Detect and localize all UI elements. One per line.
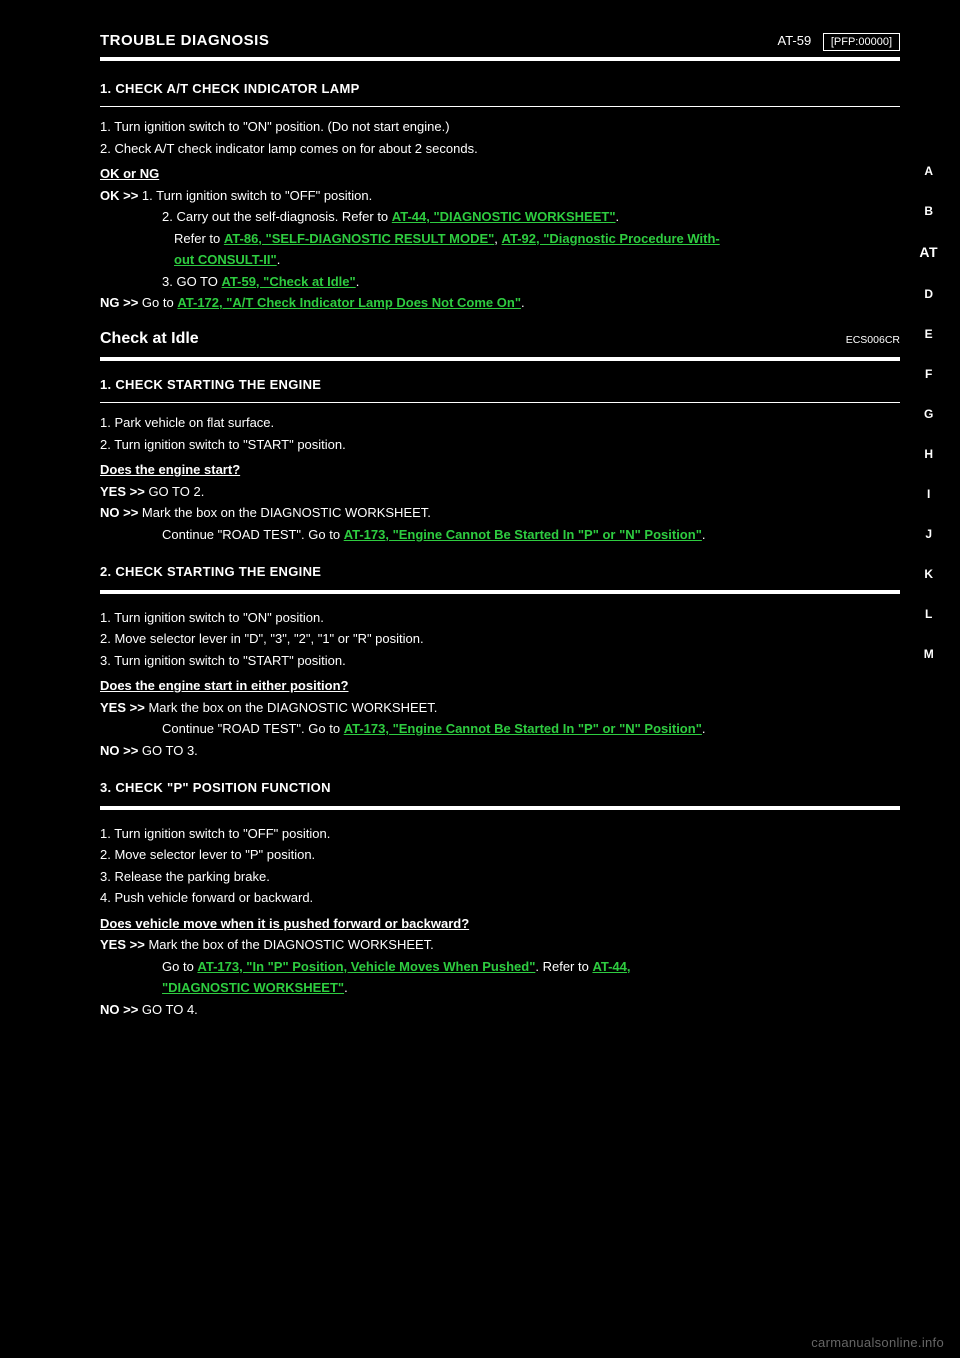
step1-ng: NG >> Go to AT-172, "A/T Check Indicator… [100,293,900,313]
link-diag-worksheet2b[interactable]: "DIAGNOSTIC WORKSHEET" [162,980,344,995]
step3-line: 1. Turn ignition switch to "ON" position… [100,608,900,628]
tab-a[interactable]: A [919,162,938,180]
link-diag-worksheet2a[interactable]: AT-44, [592,959,630,974]
check-idle-code: ECS006CR [846,333,900,349]
step1-ok-line3b: out CONSULT-II". [100,250,900,270]
link-engine-cannot-start-2[interactable]: AT-173, "Engine Cannot Be Started In "P"… [344,721,702,736]
rule-thick [100,57,900,61]
step3-yes: YES >> Mark the box on the DIAGNOSTIC WO… [100,698,900,718]
page-number: AT-59 [PFP:00000] [778,31,901,51]
step1-ok-line2: 2. Carry out the self-diagnosis. Refer t… [100,207,900,227]
tab-k[interactable]: K [919,565,938,583]
watermark: carmanualsonline.info [811,1333,944,1353]
rule-thick [100,357,900,361]
tab-l[interactable]: L [919,605,938,623]
step4-yes: YES >> Mark the box of the DIAGNOSTIC WO… [100,935,900,955]
step1-ok-line4: 3. GO TO AT-59, "Check at Idle". [100,272,900,292]
step3-no: NO >> GO TO 3. [100,741,900,761]
rule-thin [100,402,900,403]
step2-yes: YES >> GO TO 2. [100,482,900,502]
tab-f[interactable]: F [919,365,938,383]
tab-g[interactable]: G [919,405,938,423]
step1-line: 1. Turn ignition switch to "ON" position… [100,117,900,137]
link-diag-proc-without2[interactable]: out CONSULT-II" [174,252,277,267]
step2-line: 2. Turn ignition switch to "START" posit… [100,435,900,455]
tab-h[interactable]: H [919,445,938,463]
step1-title: 1. CHECK A/T CHECK INDICATOR LAMP [100,79,900,99]
link-vehicle-moves[interactable]: AT-173, "In "P" Position, Vehicle Moves … [197,959,535,974]
step2-line: 1. Park vehicle on flat surface. [100,413,900,433]
step2-question: Does the engine start? [100,460,900,480]
step4-line: 4. Push vehicle forward or backward. [100,888,900,908]
step1-question: OK or NG [100,164,900,184]
link-check-at-idle[interactable]: AT-59, "Check at Idle" [222,274,356,289]
link-diag-proc-without[interactable]: AT-92, "Diagnostic Procedure With- [502,231,720,246]
step2-no: NO >> Mark the box on the DIAGNOSTIC WOR… [100,503,900,523]
step4-continue: Go to AT-173, "In "P" Position, Vehicle … [100,957,900,977]
link-self-diag[interactable]: AT-86, "SELF-DIAGNOSTIC RESULT MODE" [224,231,494,246]
step4-no: NO >> GO TO 4. [100,1000,900,1020]
tab-b[interactable]: B [919,202,938,220]
rule-thin [100,106,900,107]
step4-title: 3. CHECK "P" POSITION FUNCTION [100,778,900,798]
side-tabs: A B AT D E F G H I J K L M [919,140,938,685]
step1-ok: OK >> 1. Turn ignition switch to "OFF" p… [100,186,900,206]
step4-continue2: "DIAGNOSTIC WORKSHEET". [100,978,900,998]
tab-j[interactable]: J [919,525,938,543]
step3-line: 3. Turn ignition switch to "START" posit… [100,651,900,671]
step3-line: 2. Move selector lever in "D", "3", "2",… [100,629,900,649]
step3-continue: Continue "ROAD TEST". Go to AT-173, "Eng… [100,719,900,739]
step3-title: 2. CHECK STARTING THE ENGINE [100,562,900,582]
tab-i[interactable]: I [919,485,938,503]
check-idle-title: Check at Idle [100,327,199,351]
step1-ok-line3: Refer to AT-86, "SELF-DIAGNOSTIC RESULT … [100,229,900,249]
tab-e[interactable]: E [919,325,938,343]
step4-line: 2. Move selector lever to "P" position. [100,845,900,865]
tab-m[interactable]: M [919,645,938,663]
section-title: TROUBLE DIAGNOSIS [100,30,269,53]
step2-title: 1. CHECK STARTING THE ENGINE [100,375,900,395]
step4-question: Does vehicle move when it is pushed forw… [100,914,900,934]
step3-question: Does the engine start in either position… [100,676,900,696]
tab-d[interactable]: D [919,285,938,303]
link-engine-cannot-start[interactable]: AT-173, "Engine Cannot Be Started In "P"… [344,527,702,542]
tab-at[interactable]: AT [919,242,938,263]
step4-line: 1. Turn ignition switch to "OFF" positio… [100,824,900,844]
link-diagnostic-worksheet[interactable]: AT-44, "DIAGNOSTIC WORKSHEET" [392,209,616,224]
link-indicator-lamp[interactable]: AT-172, "A/T Check Indicator Lamp Does N… [177,295,521,310]
step1-line: 2. Check A/T check indicator lamp comes … [100,139,900,159]
step4-line: 3. Release the parking brake. [100,867,900,887]
step2-continue: Continue "ROAD TEST". Go to AT-173, "Eng… [100,525,900,545]
rule-thick [100,806,900,810]
rule-thick [100,590,900,594]
